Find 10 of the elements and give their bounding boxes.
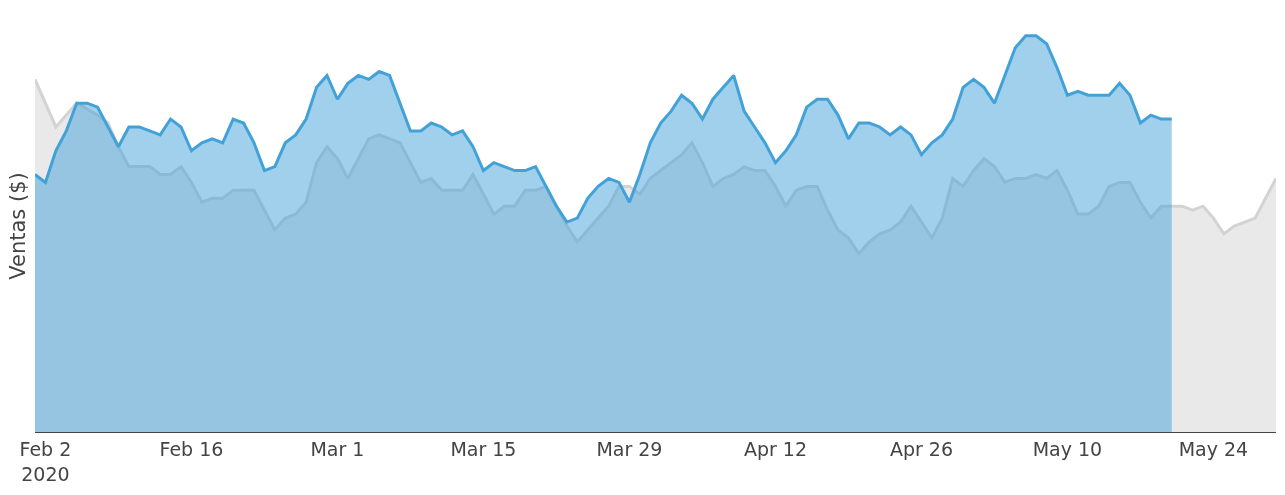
x-tick-label: Mar 29 xyxy=(596,437,663,460)
x-tick-label: May 24 xyxy=(1178,437,1249,460)
y-axis-title: Ventas ($) xyxy=(6,172,31,280)
x-tick-label: Mar 1 xyxy=(310,437,365,460)
x-tick-label: May 10 xyxy=(1032,437,1103,460)
x-tick-label: Apr 26 xyxy=(889,437,953,460)
x-tick-label: Feb 16 xyxy=(159,437,224,460)
x-tick-label: Apr 12 xyxy=(743,437,807,460)
x-tick-label: Feb 2 2020 xyxy=(19,437,72,485)
x-tick-label: Mar 15 xyxy=(450,437,517,460)
